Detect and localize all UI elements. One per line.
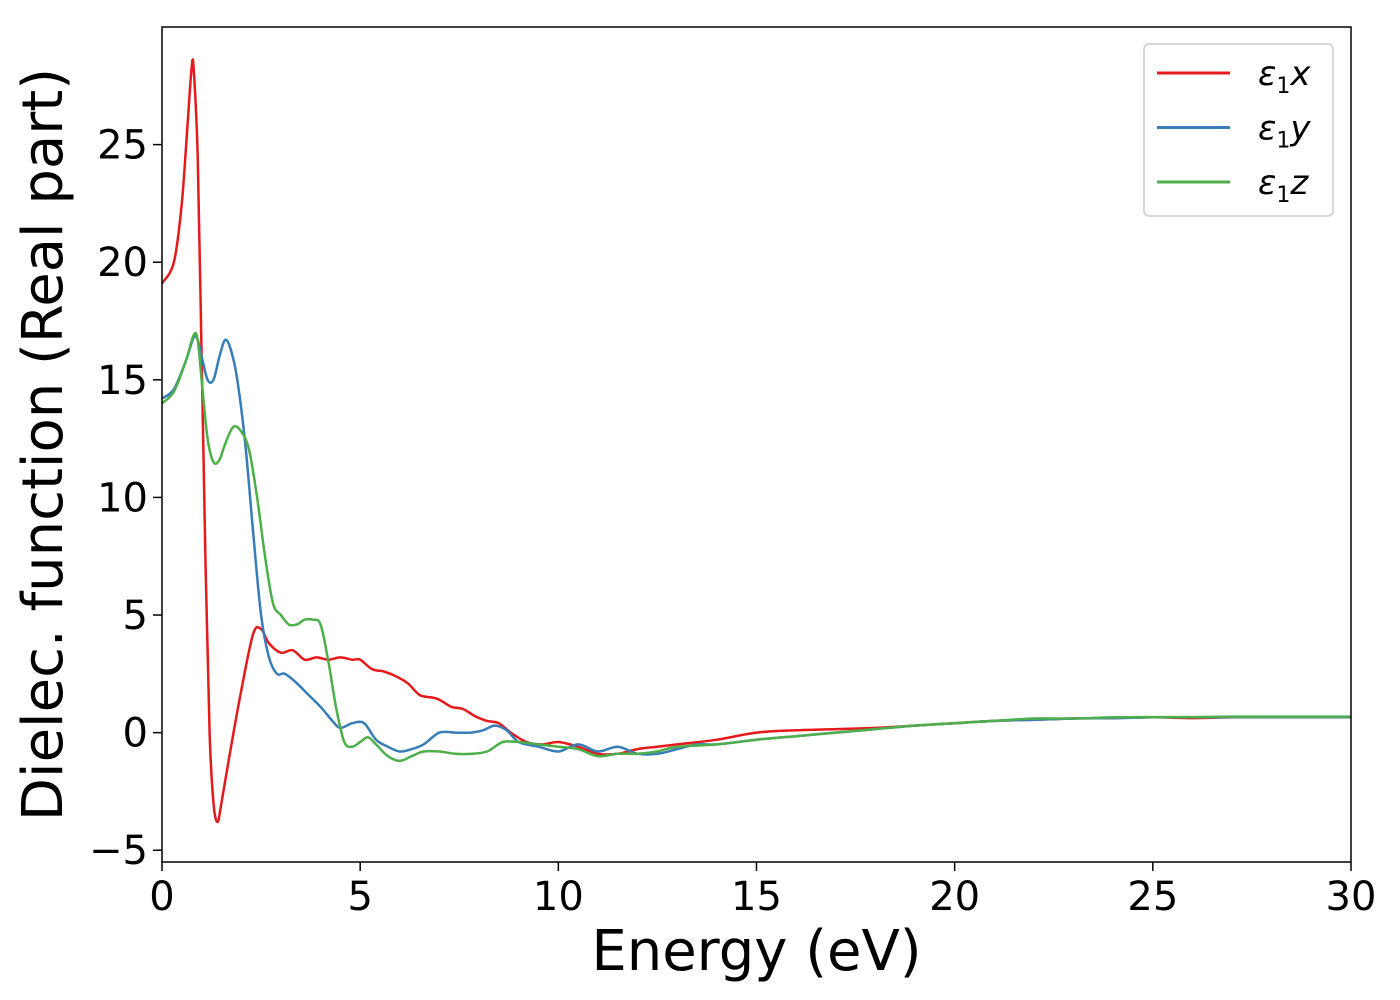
legend-box: [1143, 43, 1334, 217]
x-tick-label: 10: [533, 874, 584, 920]
y-tick-label: 15: [97, 358, 148, 404]
y-tick-label: 5: [123, 593, 148, 639]
y-tick-label: 25: [97, 123, 148, 169]
legend-label: ε1x: [1258, 54, 1311, 99]
x-tick-label: 25: [1127, 874, 1178, 920]
y-tick-label: 20: [97, 240, 148, 286]
series-line-2: [161, 334, 1351, 756]
x-tick-label: 30: [1326, 874, 1377, 920]
y-axis-label: Dielec. function (Real part): [11, 68, 76, 821]
plot-frame: [161, 26, 1352, 863]
y-tick-label: 0: [123, 711, 148, 757]
legend-label: ε1z: [1258, 163, 1309, 208]
series-group: [160, 58, 1351, 824]
x-tick-label: 20: [929, 874, 980, 920]
x-axis-label: Energy (eV): [591, 919, 921, 984]
y-tick-label: 10: [97, 475, 148, 521]
y-tick-label: −5: [89, 828, 148, 874]
x-tick-label: 5: [347, 874, 372, 920]
x-tick-label: 0: [149, 874, 174, 920]
series-line-3: [161, 331, 1351, 763]
x-tick-label: 15: [731, 874, 782, 920]
legend: ε1x ε1y ε1z: [1143, 43, 1334, 217]
legend-label: ε1y: [1258, 109, 1311, 154]
